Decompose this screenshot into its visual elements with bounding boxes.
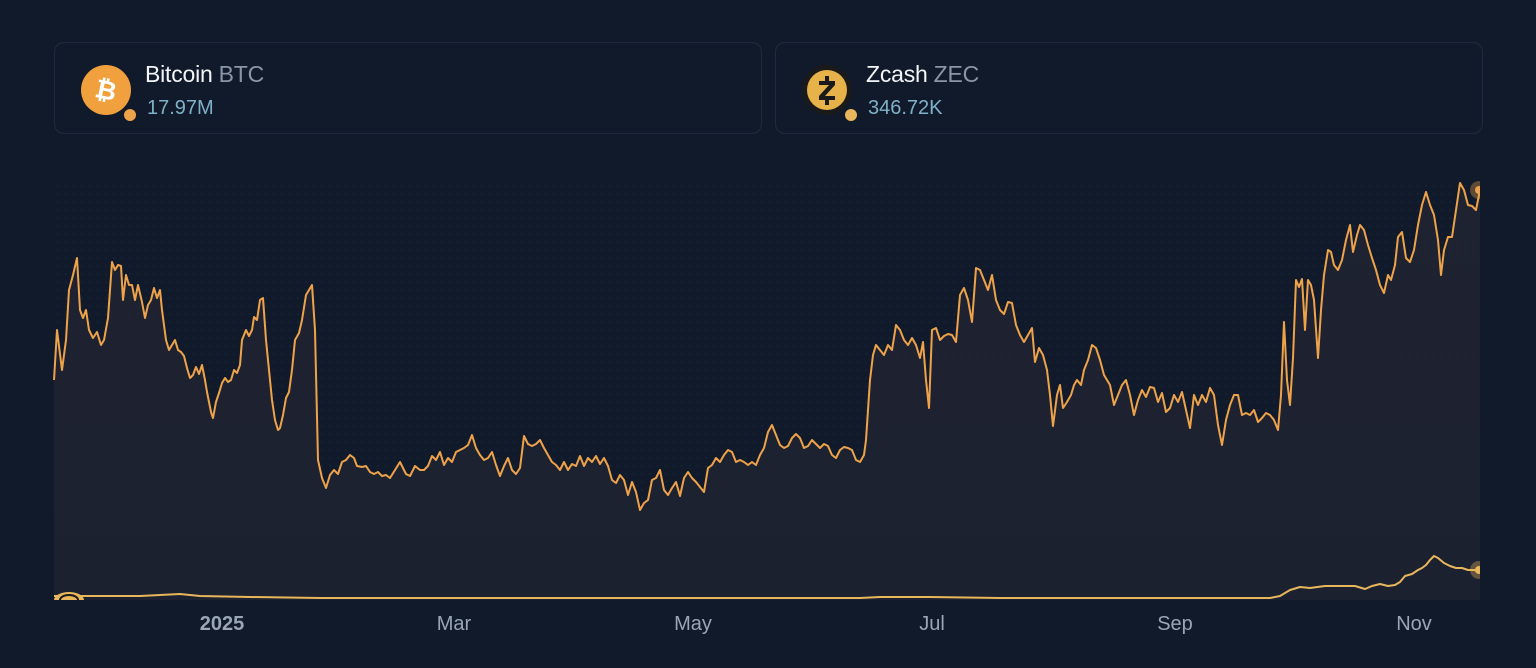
zec-price-line — [54, 555, 1481, 599]
zcash-card[interactable]: Zcash ZEC 346.72K — [775, 42, 1483, 134]
btc-price-line — [53, 182, 1481, 511]
x-axis-label-mar: Mar — [436, 613, 472, 635]
btc-area — [54, 183, 1480, 600]
coin-symbol: BTC — [218, 61, 265, 87]
coin-name: Zcash ZEC — [866, 61, 980, 87]
coin-value: 17.97M — [147, 97, 214, 119]
zcash-icon — [802, 65, 852, 115]
zec-start-marker — [54, 592, 84, 601]
coin-value: 346.72K — [868, 97, 943, 119]
coin-symbol: ZEC — [933, 61, 980, 87]
status-dot — [843, 107, 859, 123]
status-dot — [122, 107, 138, 123]
bitcoin-icon: ₿ — [81, 65, 131, 115]
x-axis-label-sep: Sep — [1157, 613, 1193, 635]
bitcoin-card[interactable]: ₿ Bitcoin BTC 17.97M — [54, 42, 762, 134]
x-axis-label-2025: 2025 — [199, 613, 245, 635]
x-axis-label-jul: Jul — [919, 613, 945, 635]
coin-name: Bitcoin BTC — [145, 61, 265, 87]
x-axis-label-may: May — [674, 613, 712, 635]
x-axis-label-nov: Nov — [1396, 613, 1432, 635]
